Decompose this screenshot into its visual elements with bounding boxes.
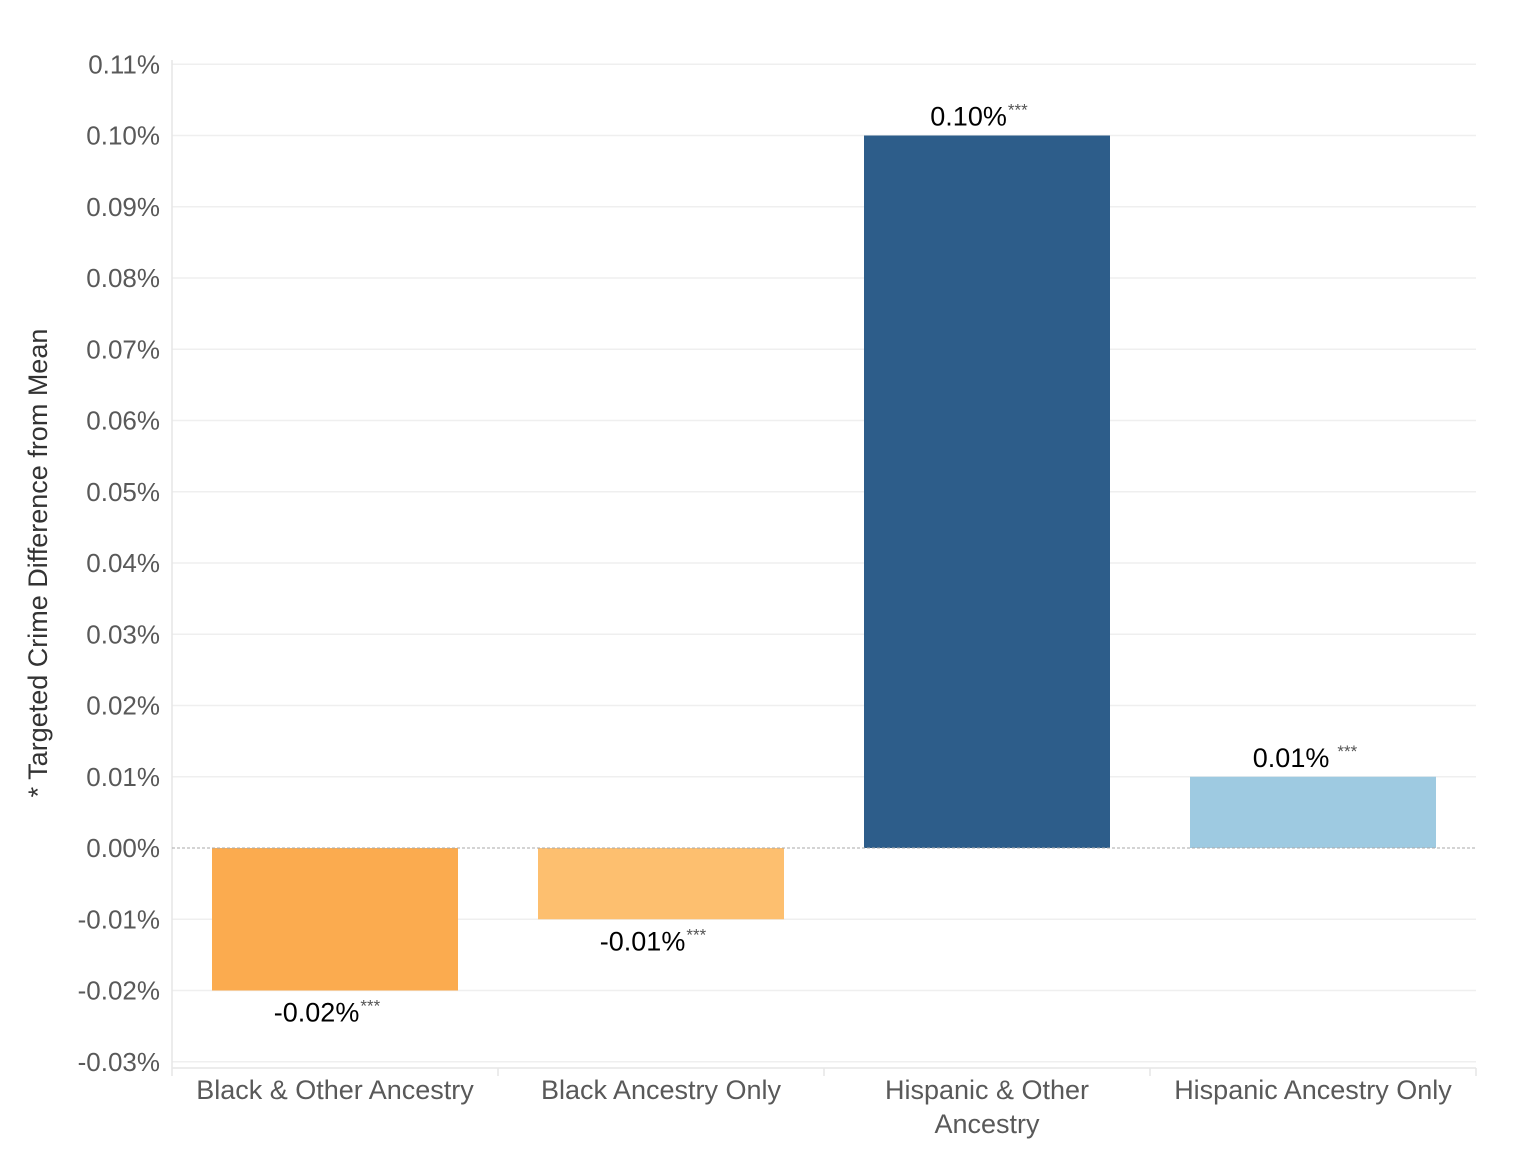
bars	[212, 135, 1436, 991]
data-label: 0.01% ***	[1253, 742, 1358, 773]
significance-marker: ***	[1337, 742, 1357, 761]
y-tick-label: -0.02%	[78, 976, 160, 1006]
y-tick-label: 0.07%	[86, 334, 160, 364]
x-category-labels: Black & Other Ancestry Black Ancestry Onl…	[196, 1075, 1452, 1139]
bar	[1190, 776, 1436, 848]
x-category-label: Hispanic & Other	[885, 1075, 1089, 1105]
y-tick-label: 0.00%	[86, 833, 160, 863]
y-axis-title: * Targeted Crime Difference from Mean	[23, 329, 53, 798]
y-tick-labels: 0.11% 0.10% 0.09% 0.08% 0.07% 0.06% 0.05% 0.04%…	[78, 49, 160, 1077]
axes	[171, 60, 1477, 1076]
y-tick-label: 0.06%	[86, 406, 160, 436]
data-labels: -0.02%*** -0.01%*** 0.10%*** 0.01% ***	[172, 101, 1476, 1028]
x-category-label: Black & Other Ancestry	[196, 1075, 474, 1105]
y-tick-label: -0.01%	[78, 904, 160, 934]
data-label: 0.10%***	[930, 101, 1028, 132]
bar	[864, 135, 1110, 848]
significance-marker: ***	[360, 997, 380, 1016]
x-category-label: Hispanic Ancestry Only	[1174, 1075, 1452, 1105]
x-category-label: Black Ancestry Only	[541, 1075, 782, 1105]
y-tick-label: 0.11%	[88, 49, 160, 79]
y-tick-label: 0.09%	[86, 192, 160, 222]
y-tick-label: 0.04%	[86, 548, 160, 578]
significance-marker: ***	[1008, 101, 1028, 120]
y-tick-label: 0.02%	[86, 691, 160, 721]
y-tick-label: 0.10%	[86, 121, 160, 151]
x-category-label: Ancestry	[934, 1109, 1040, 1139]
y-tick-label: 0.01%	[86, 762, 160, 792]
y-tick-label: 0.03%	[86, 619, 160, 649]
data-label: -0.01%***	[600, 925, 707, 956]
y-tick-label: -0.03%	[78, 1047, 160, 1077]
data-label: -0.02%***	[274, 997, 381, 1028]
y-tick-label: 0.05%	[86, 477, 160, 507]
bar	[538, 848, 784, 920]
significance-marker: ***	[686, 925, 706, 944]
bar	[212, 848, 458, 991]
y-tick-label: 0.08%	[86, 263, 160, 293]
